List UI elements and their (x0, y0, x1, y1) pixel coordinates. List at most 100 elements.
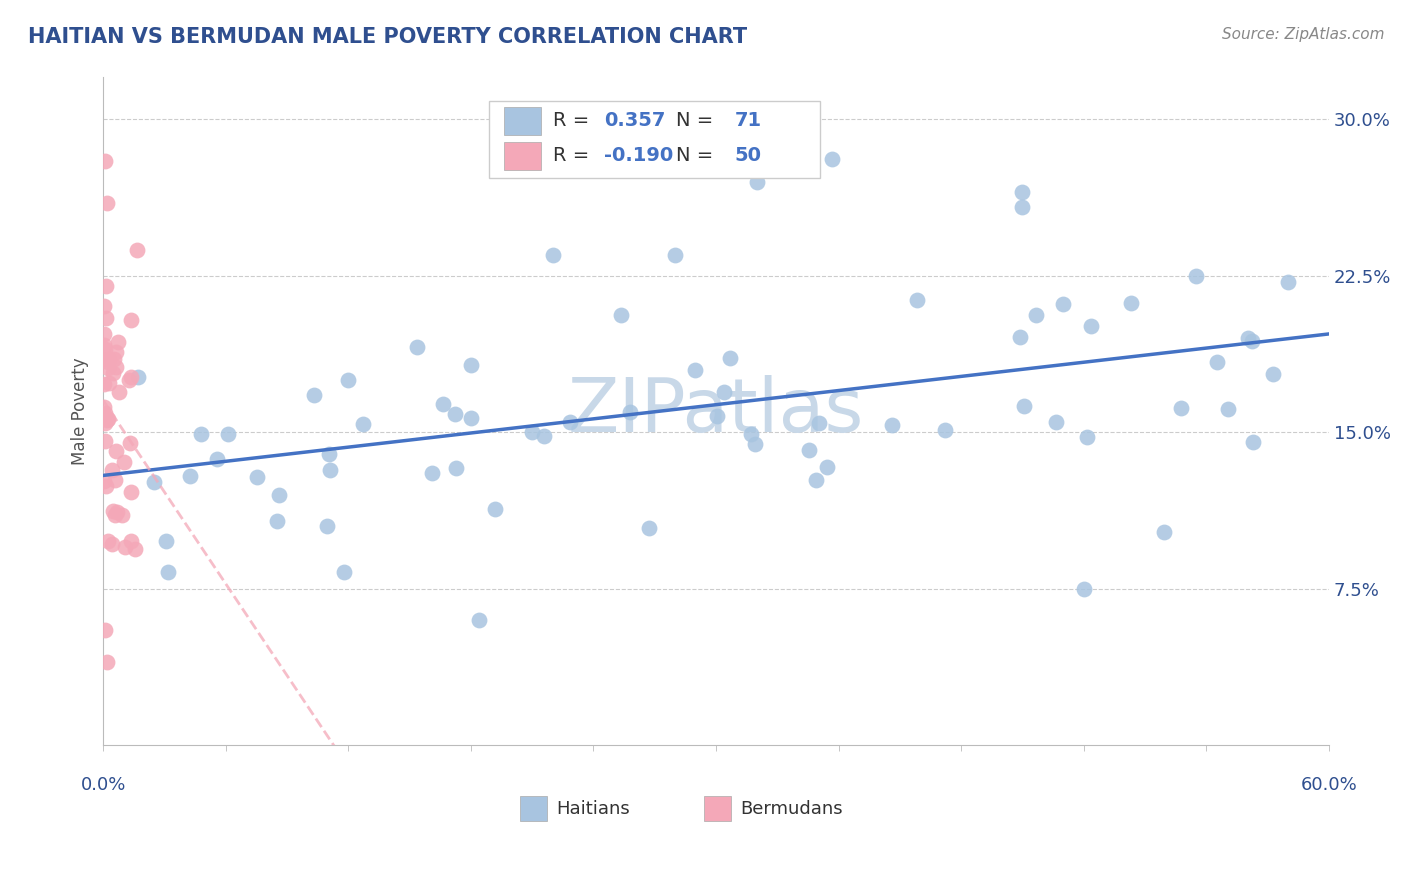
Text: 0.357: 0.357 (605, 112, 666, 130)
Point (302, 388, 325, 402)
Point (94, 310, 117, 325)
Point (664, 248, 686, 262)
Point (97, 411, 120, 425)
Point (1011, 185, 1033, 199)
Point (446, 461, 468, 475)
Text: N =: N = (675, 112, 718, 130)
FancyBboxPatch shape (503, 142, 541, 169)
Point (533, 429, 555, 443)
Point (1261, 367, 1284, 381)
Point (114, 540, 136, 554)
Point (905, 293, 928, 308)
Point (118, 436, 141, 450)
Point (93, 408, 115, 422)
Point (156, 566, 179, 580)
FancyBboxPatch shape (703, 796, 731, 822)
Text: R =: R = (553, 146, 595, 165)
Point (316, 518, 339, 533)
Point (352, 417, 374, 431)
Point (96, 413, 118, 427)
Point (1119, 296, 1142, 310)
Point (1045, 415, 1067, 429)
Point (319, 463, 342, 477)
Text: Haitians: Haitians (557, 799, 630, 818)
Point (484, 502, 506, 516)
Point (1011, 200, 1033, 214)
Point (125, 243, 148, 257)
Point (96, 279, 118, 293)
Text: ZIPatlas: ZIPatlas (568, 375, 865, 448)
Y-axis label: Male Poverty: Male Poverty (72, 358, 89, 465)
Point (804, 473, 827, 487)
Point (460, 411, 482, 425)
Text: Bermudans: Bermudans (741, 799, 844, 818)
Text: 0.0%: 0.0% (80, 776, 125, 794)
Point (541, 248, 564, 262)
Point (120, 370, 142, 384)
Point (1170, 401, 1192, 415)
Point (101, 366, 124, 380)
Point (111, 508, 134, 522)
Point (112, 455, 135, 469)
Point (1241, 434, 1264, 449)
Point (1241, 334, 1264, 349)
Point (124, 542, 146, 557)
Point (101, 537, 124, 551)
Point (1216, 401, 1239, 416)
FancyBboxPatch shape (520, 796, 547, 822)
Point (706, 409, 728, 424)
Point (104, 473, 127, 487)
Point (93, 377, 115, 392)
Point (142, 475, 165, 489)
Point (108, 385, 131, 400)
Point (94, 153, 117, 168)
Point (934, 423, 956, 437)
Point (96, 195, 118, 210)
Point (880, 418, 903, 433)
FancyBboxPatch shape (489, 101, 820, 178)
Point (432, 397, 454, 411)
Point (558, 415, 581, 429)
Point (94, 343, 117, 357)
Point (246, 470, 269, 484)
Point (97, 360, 120, 375)
Point (105, 443, 128, 458)
Point (97, 355, 120, 369)
Text: HAITIAN VS BERMUDAN MALE POVERTY CORRELATION CHART: HAITIAN VS BERMUDAN MALE POVERTY CORRELA… (28, 27, 747, 46)
Point (815, 460, 838, 475)
Point (96, 655, 118, 669)
Point (217, 426, 239, 441)
Point (93, 299, 115, 313)
Point (105, 505, 128, 519)
Point (1076, 430, 1098, 444)
Point (638, 521, 661, 535)
Point (118, 373, 141, 387)
Point (266, 514, 288, 528)
Point (744, 437, 766, 451)
Point (97, 534, 120, 549)
Point (683, 362, 706, 376)
Point (267, 488, 290, 502)
Point (93, 416, 115, 430)
Text: -0.190: -0.190 (605, 146, 673, 165)
Point (96, 479, 118, 493)
Point (98, 376, 121, 391)
Point (468, 613, 491, 627)
Point (1012, 399, 1035, 413)
Text: 71: 71 (734, 112, 762, 130)
Text: 60.0%: 60.0% (1301, 776, 1357, 794)
Point (740, 427, 762, 442)
Point (745, 175, 768, 189)
Point (420, 466, 443, 480)
Point (94, 624, 117, 638)
FancyBboxPatch shape (503, 107, 541, 135)
Point (1153, 524, 1175, 539)
Point (799, 442, 821, 457)
Point (94, 434, 117, 448)
Point (713, 384, 735, 399)
Point (190, 426, 212, 441)
Point (444, 407, 467, 421)
Point (609, 308, 631, 322)
Point (94, 406, 117, 420)
Point (619, 405, 641, 419)
